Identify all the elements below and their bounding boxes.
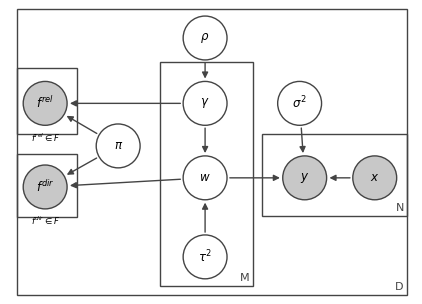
Bar xyxy=(262,134,407,216)
Text: $x$: $x$ xyxy=(370,171,379,184)
Text: $\tau^2$: $\tau^2$ xyxy=(198,249,212,265)
Ellipse shape xyxy=(283,156,327,200)
Text: $f^{rel}$: $f^{rel}$ xyxy=(36,95,54,111)
Text: D: D xyxy=(395,282,404,292)
Ellipse shape xyxy=(23,165,67,209)
Text: $\rho$: $\rho$ xyxy=(200,31,210,45)
Text: $y$: $y$ xyxy=(300,171,309,185)
Text: M: M xyxy=(240,273,250,283)
Ellipse shape xyxy=(96,124,140,168)
Text: $f^{dir}$: $f^{dir}$ xyxy=(36,179,54,195)
Bar xyxy=(17,68,77,134)
Text: $\sigma^2$: $\sigma^2$ xyxy=(292,95,307,112)
Ellipse shape xyxy=(183,16,227,60)
Ellipse shape xyxy=(353,156,397,200)
Bar xyxy=(17,154,77,217)
Text: N: N xyxy=(395,203,404,213)
Ellipse shape xyxy=(183,81,227,125)
Ellipse shape xyxy=(278,81,322,125)
Text: $f^{rel} \in F$: $f^{rel} \in F$ xyxy=(31,131,60,144)
Ellipse shape xyxy=(183,156,227,200)
Text: $w$: $w$ xyxy=(199,171,211,184)
Bar xyxy=(160,62,253,286)
Text: $\gamma$: $\gamma$ xyxy=(200,96,210,110)
Text: $\pi$: $\pi$ xyxy=(114,140,123,152)
Ellipse shape xyxy=(183,235,227,279)
Text: $f^{dir} \in F$: $f^{dir} \in F$ xyxy=(30,215,60,227)
Ellipse shape xyxy=(23,81,67,125)
